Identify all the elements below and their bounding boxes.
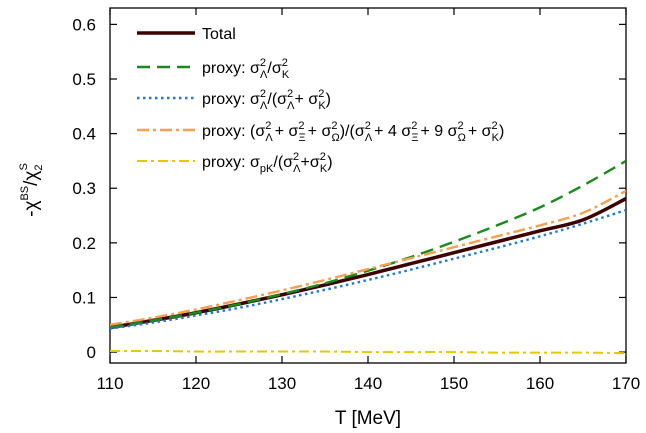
x-tick-label: 140 (354, 374, 382, 393)
y-axis-title-main: -χ (21, 201, 42, 217)
x-tick-label: 170 (612, 374, 640, 393)
x-tick-labels: 110 120 130 140 150 160 170 (96, 374, 640, 393)
y-axis-title-denominator-sub: 2 (33, 164, 45, 170)
series-total-line (110, 197, 626, 330)
y-tick-label: 0.3 (72, 179, 96, 198)
x-axis-title: T [MeV] (335, 408, 401, 429)
y-axis-title-denominator-sup: S (18, 163, 30, 170)
y-tick-label: 0.6 (72, 15, 96, 34)
series-proxy-pk-line (110, 349, 626, 355)
y-tick-label: 0.1 (72, 288, 96, 307)
y-tick-label: 0.4 (72, 125, 96, 144)
x-tick-label: 150 (440, 374, 468, 393)
y-axis-title: -χBS/χ2S (18, 163, 45, 217)
x-tick-label: 130 (268, 374, 296, 393)
axis-ticks (109, 8, 627, 363)
legend: Total proxy: σ2 Λ/σ2 K proxy: σ2 Λ/(σ2 Λ+ σ2… (137, 26, 504, 175)
series-proxy-hyperon-weighted-line (110, 189, 626, 326)
legend-label-proxy-lambda-fraction: proxy: σ2 Λ/(σ2 Λ+ σ2 K) (202, 88, 331, 112)
y-axis-title-sup: BS (19, 186, 31, 201)
legend-label-total: Total (202, 26, 236, 43)
legend-label-proxy-hyperon-weighted: proxy: (σ2 Λ + σ2 Ξ + σ2 Ω)/(σ2 Λ + 4 σ2 Ξ + 9 σ2… (202, 120, 504, 144)
legend-label-proxy-pk: proxy: σpK/(σ2 Λ+σ2 K) (202, 151, 333, 175)
x-tick-label: 160 (526, 374, 554, 393)
y-tick-label: 0 (87, 343, 96, 362)
y-tick-labels: 0 0.1 0.2 0.3 0.4 0.5 0.6 (72, 15, 96, 362)
series-proxy-lambda-kaon-line (110, 159, 626, 329)
series-proxy-lambda-fraction-line (110, 208, 626, 330)
y-tick-label: 0.2 (72, 234, 96, 253)
plot-frame (109, 7, 627, 364)
x-tick-label: 120 (182, 374, 210, 393)
x-tick-label: 110 (96, 374, 123, 393)
legend-label-proxy-lambda-kaon: proxy: σ2 Λ/σ2 K (202, 57, 290, 81)
y-tick-label: 0.5 (72, 70, 96, 89)
y-axis-title-denominator: /χ (21, 171, 42, 186)
